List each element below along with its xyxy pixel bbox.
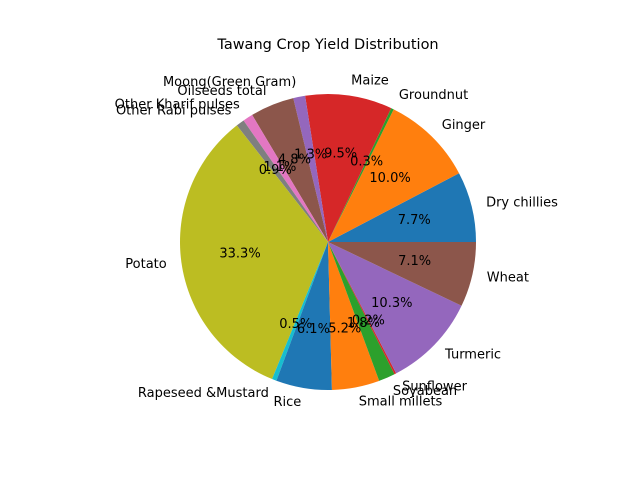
slice-label-sunflower: Sunflower [402, 379, 468, 394]
pie-slice-groundnut [328, 108, 394, 242]
slice-label-potato: Potato [125, 257, 166, 272]
pie-slice-sunflower [328, 242, 397, 375]
pie-slice-other-rabi-pulses [236, 120, 328, 242]
slice-label-turmeric: Turmeric [444, 348, 501, 363]
slice-percent-other-kharif-pulses: 1.1% [263, 160, 296, 175]
slice-percent-rapeseed-mustard: 0.5% [279, 317, 312, 332]
slice-label-soyabean: Soyabean [393, 384, 457, 399]
pie-slice-dry-chillies [328, 173, 476, 242]
slice-label-dry-chillies: Dry chillies [486, 196, 558, 211]
slice-percent-potato: 33.3% [219, 247, 260, 262]
pie-slices [180, 94, 476, 390]
pie-slice-moong-green-gram [293, 95, 328, 242]
slice-percent-rice: 6.1% [297, 322, 330, 337]
slice-labels: Dry chillies Ginger Groundnut Maize Moong(Gr… [115, 73, 558, 410]
pie-slice-other-kharif-pulses [243, 114, 328, 242]
slice-percent-other-rabi-pulses: 0.9% [259, 163, 292, 178]
slice-percent-dry-chillies: 7.7% [398, 213, 431, 228]
pie-slice-turmeric [328, 242, 462, 374]
slice-label-moong-green-gram: Moong(Green Gram) [163, 75, 296, 90]
slice-percent-small-millets: 5.2% [328, 322, 361, 337]
slice-percent-maize: 9.5% [324, 147, 357, 162]
pie-slice-ginger [328, 109, 460, 242]
slice-label-wheat: Wheat [487, 270, 529, 285]
pie-slice-small-millets [328, 242, 380, 390]
pie-slice-wheat [328, 242, 476, 306]
slice-percent-sunflower: 0.2% [352, 314, 385, 329]
slice-label-ginger: Ginger [442, 118, 486, 133]
slice-percent-labels: 7.7% 10.0%0.3%9.5%1.3%4.8%1.1%0.9% 33.3% 0.… [219, 147, 431, 337]
pie-slice-maize [305, 94, 392, 243]
slice-label-rapeseed-mustard: Rapeseed &Mustard [138, 386, 269, 401]
pie-slice-soyabean [328, 242, 395, 381]
slice-label-groundnut: Groundnut [399, 88, 468, 103]
slice-label-other-kharif-pulses: Other Kharif pulses [115, 98, 240, 113]
pie-slice-rapeseed-mustard [272, 242, 328, 381]
slice-label-maize: Maize [351, 73, 389, 88]
slice-label-other-rabi-pulses: Other Rabi pulses [116, 103, 232, 118]
pie-slice-rice [276, 242, 332, 390]
slice-percent-soyabean: 1.8% [347, 316, 380, 331]
slice-percent-moong-green-gram: 1.3% [294, 147, 327, 162]
slice-percent-wheat: 7.1% [398, 254, 431, 269]
pie-slice-potato [180, 125, 328, 380]
slice-percent-ginger: 10.0% [369, 171, 410, 186]
slice-percent-turmeric: 10.3% [371, 296, 412, 311]
slice-percent-oilseeds-total: 4.8% [278, 152, 311, 167]
slice-label-rice: Rice [273, 395, 301, 410]
slice-percent-groundnut: 0.3% [350, 155, 383, 170]
chart-title: Tawang Crop Yield Distribution [216, 37, 438, 53]
slice-label-small-millets: Small millets [359, 394, 443, 409]
pie-slice-oilseeds-total [252, 98, 328, 242]
slice-label-oilseeds-total: Oilseeds total [177, 84, 266, 99]
